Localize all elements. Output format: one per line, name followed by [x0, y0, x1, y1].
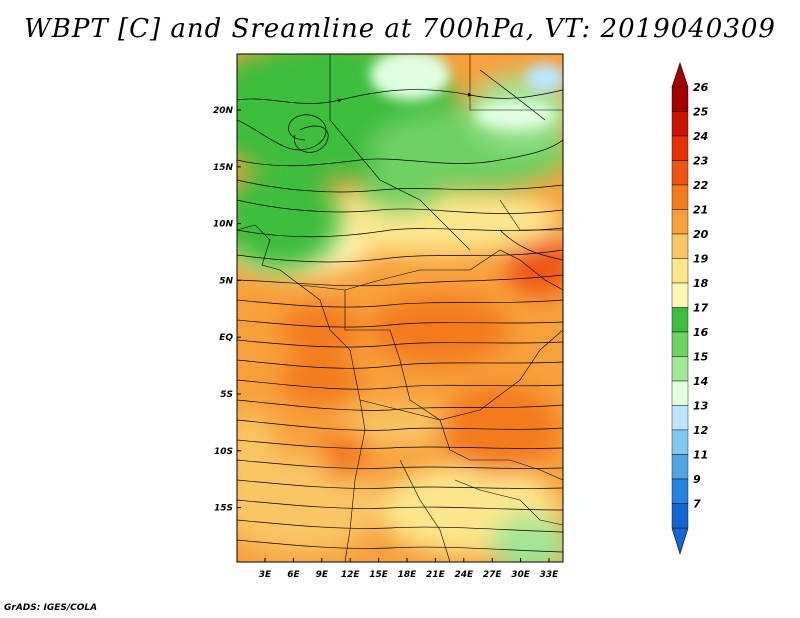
lon-label: 21E: [426, 570, 446, 580]
lat-label: 20N: [213, 106, 234, 116]
colorbar-segment: [671, 111, 689, 137]
colorbar-segment: [671, 307, 689, 333]
colorbar-segment: [671, 233, 689, 259]
colorbar-label: 24: [693, 130, 708, 143]
country-borders: [237, 54, 563, 562]
lat-label: 10S: [214, 447, 233, 457]
lon-label: 27E: [483, 570, 503, 580]
colorbar-segment: [671, 209, 689, 235]
colorbar-label: 14: [693, 375, 708, 388]
colorbar-label: 19: [693, 253, 709, 266]
wbpt-field: [237, 54, 563, 562]
colorbar-segment: [671, 282, 689, 308]
colorbar-top-arrow: [671, 62, 689, 88]
lon-label: 6E: [287, 570, 300, 580]
lat-label: 15S: [214, 504, 233, 514]
colorbar-label: 13: [693, 400, 709, 413]
colorbar-label: 21: [693, 204, 708, 217]
lon-label: 12E: [341, 570, 361, 580]
streamlines: [237, 69, 563, 553]
colorbar-segment: [671, 405, 689, 431]
lon-label: 24E: [454, 570, 474, 580]
map-frame: [236, 53, 564, 563]
lat-label: 10N: [213, 220, 234, 230]
colorbar: 26 25 24 23 22 21 20 19 18 17 16 15 14 13 12 11 9 7: [671, 62, 709, 556]
colorbar-segment: [671, 478, 689, 504]
lat-label: 5S: [220, 390, 233, 400]
colorbar-label: 7: [693, 498, 701, 511]
colorbar-label: 11: [693, 449, 708, 462]
lon-label: 30E: [511, 570, 531, 580]
lon-label: 33E: [540, 570, 560, 580]
colorbar-label: 25: [693, 106, 709, 119]
colorbar-label: 15: [693, 351, 709, 364]
colorbar-bottom-arrow: [671, 527, 689, 556]
lon-label: 9E: [316, 570, 329, 580]
colorbar-segment: [671, 503, 689, 529]
colorbar-segment: [671, 331, 689, 357]
lon-label: 3E: [259, 570, 272, 580]
colorbar-segment: [671, 356, 689, 382]
colorbar-label: 9: [693, 473, 701, 486]
colorbar-segment: [671, 258, 689, 284]
colorbar-label: 16: [693, 326, 709, 339]
lat-label: 15N: [213, 163, 234, 173]
lat-label: 5N: [219, 276, 233, 286]
chart-title: WBPT [C] and Sreamline at 700hPa, VT: 20…: [24, 14, 776, 44]
latitude-labels: 20N 15N 10N 5N EQ 5S 10S 15S: [213, 106, 241, 514]
colorbar-segment: [671, 184, 689, 210]
longitude-labels: 3E 6E 9E 12E 15E 18E 21E 24E 27E 30E 33E: [259, 558, 559, 580]
colorbar-segment: [671, 86, 689, 112]
colorbar-segment: [671, 454, 689, 480]
lon-label: 18E: [398, 570, 418, 580]
colorbar-segment: [671, 429, 689, 455]
colorbar-label: 18: [693, 277, 709, 290]
colorbar-segment: [671, 135, 689, 161]
colorbar-label: 20: [693, 228, 709, 241]
colorbar-label: 12: [693, 424, 709, 437]
colorbar-label: 23: [693, 155, 709, 168]
colorbar-label: 22: [693, 179, 709, 192]
lon-label: 15E: [369, 570, 389, 580]
colorbar-segment: [671, 380, 689, 406]
colorbar-label: 26: [693, 81, 709, 94]
colorbar-label: 17: [693, 302, 709, 315]
credit-label: GrADS: IGES/COLA: [4, 603, 98, 613]
lat-label: EQ: [219, 333, 233, 343]
colorbar-segment: [671, 160, 689, 186]
